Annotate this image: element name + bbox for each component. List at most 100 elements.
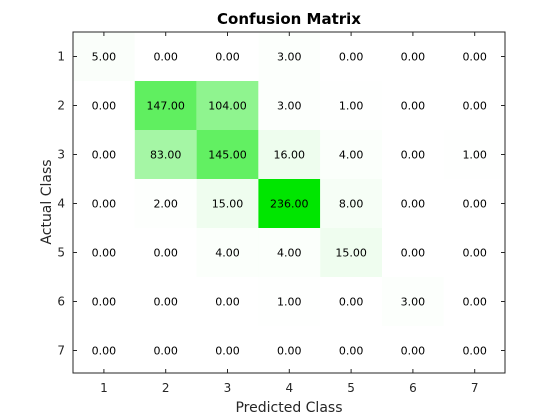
heatmap-cell-r5-c2 <box>134 228 197 277</box>
heatmap-cell-r7-c4 <box>258 326 321 375</box>
x-tick-label-5: 5 <box>347 381 355 395</box>
cell-value-r3-c4: 16.00 <box>274 149 306 162</box>
cell-value-r6-c6: 3.00 <box>401 296 426 309</box>
heatmap-cell-r4-c5 <box>320 179 382 228</box>
heatmap-cell-r1-c1 <box>73 32 135 81</box>
cell-value-r4-c4: 236.00 <box>270 198 309 211</box>
x-tick-label-7: 7 <box>471 381 479 395</box>
cell-value-r2-c3: 104.00 <box>208 100 247 113</box>
cell-value-r4-c1: 0.00 <box>92 198 117 211</box>
cell-value-r5-c5: 15.00 <box>335 247 367 260</box>
cell-value-r4-c2: 2.00 <box>153 198 178 211</box>
heatmap-cell-r2-c6 <box>382 81 444 130</box>
heatmap-cell-r5-c3 <box>196 228 259 277</box>
cell-value-r7-c5: 0.00 <box>339 345 364 358</box>
x-tick-label-1: 1 <box>100 381 108 395</box>
heatmap-cell-r7-c6 <box>382 326 444 375</box>
cell-value-r1-c3: 0.00 <box>215 51 240 64</box>
cell-value-r4-c3: 15.00 <box>212 198 244 211</box>
cell-value-r7-c2: 0.00 <box>153 345 178 358</box>
cell-value-r6-c2: 0.00 <box>153 296 178 309</box>
heatmap-cell-r3-c6 <box>382 130 444 179</box>
cell-value-r1-c2: 0.00 <box>153 51 178 64</box>
y-tick-label-5: 5 <box>57 246 65 260</box>
y-axis-label: Actual Class <box>39 159 55 244</box>
heatmap-cell-r1-c6 <box>382 32 444 81</box>
cell-value-r2-c6: 0.00 <box>401 100 426 113</box>
heatmap-cell-r5-c1 <box>73 228 135 277</box>
heatmap-cell-r6-c2 <box>134 277 197 326</box>
cell-value-r1-c7: 0.00 <box>462 51 487 64</box>
y-tick-label-7: 7 <box>57 344 65 358</box>
cell-value-r5-c4: 4.00 <box>277 247 302 260</box>
heatmap-cell-r2-c7 <box>443 81 506 130</box>
cell-value-r3-c5: 4.00 <box>339 149 364 162</box>
heatmap-cell-r6-c6 <box>382 277 444 326</box>
cell-value-r6-c3: 0.00 <box>215 296 240 309</box>
cell-value-r1-c5: 0.00 <box>339 51 364 64</box>
heatmap-cell-r6-c4 <box>258 277 321 326</box>
heatmap-cell-r7-c1 <box>73 326 135 375</box>
heatmap-cell-r2-c1 <box>73 81 135 130</box>
heatmap-cell-r7-c7 <box>443 326 506 375</box>
cell-value-r7-c6: 0.00 <box>401 345 426 358</box>
cell-value-r3-c6: 0.00 <box>401 149 426 162</box>
heatmap-cell-r4-c1 <box>73 179 135 228</box>
cell-value-r3-c3: 145.00 <box>208 149 247 162</box>
heatmap-cell-r7-c3 <box>196 326 259 375</box>
cell-value-r7-c7: 0.00 <box>462 345 487 358</box>
x-axis-ticks: 1 2 3 4 5 6 7 <box>100 32 479 395</box>
cell-value-r5-c1: 0.00 <box>92 247 117 260</box>
heatmap-cell-r4-c4 <box>258 179 321 228</box>
x-tick-label-2: 2 <box>162 381 170 395</box>
heatmap-cell-r6-c1 <box>73 277 135 326</box>
chart-title: Confusion Matrix <box>217 10 361 28</box>
heatmap-cell-r3-c7 <box>443 130 506 179</box>
cell-value-r1-c4: 3.00 <box>277 51 302 64</box>
heatmap-cell-r4-c2 <box>134 179 197 228</box>
cell-value-labels: 5.00 0.00 0.00 3.00 0.00 0.00 0.00 0.00 147.00 10… <box>92 51 487 358</box>
heatmap-cell-r3-c1 <box>73 130 135 179</box>
heatmap-cell-r5-c5 <box>320 228 382 277</box>
y-tick-label-3: 3 <box>57 148 65 162</box>
y-tick-label-6: 6 <box>57 295 65 309</box>
cell-value-r3-c7: 1.00 <box>462 149 487 162</box>
y-tick-label-2: 2 <box>57 99 65 113</box>
cell-value-r2-c7: 0.00 <box>462 100 487 113</box>
x-tick-label-3: 3 <box>224 381 232 395</box>
heatmap-cell-r3-c4 <box>258 130 321 179</box>
cell-value-r6-c4: 1.00 <box>277 296 302 309</box>
cell-value-r6-c5: 0.00 <box>339 296 364 309</box>
cell-value-r2-c1: 0.00 <box>92 100 117 113</box>
heatmap-cell-r1-c5 <box>320 32 382 81</box>
heatmap-cell-r3-c5 <box>320 130 382 179</box>
y-tick-label-1: 1 <box>57 50 65 64</box>
heatmap-cell-r2-c4 <box>258 81 321 130</box>
heatmap-cell-r7-c2 <box>134 326 197 375</box>
heatmap-cell-r1-c3 <box>196 32 259 81</box>
heatmap-cell-r4-c7 <box>443 179 506 228</box>
y-tick-label-4: 4 <box>57 197 65 211</box>
heatmap-cell-r2-c5 <box>320 81 382 130</box>
heatmap-cell-r4-c3 <box>196 179 259 228</box>
heatmap-cell-r6-c5 <box>320 277 382 326</box>
heatmap-cell-r1-c2 <box>134 32 197 81</box>
cell-value-r7-c4: 0.00 <box>277 345 302 358</box>
cell-value-r7-c1: 0.00 <box>92 345 117 358</box>
cell-value-r5-c7: 0.00 <box>462 247 487 260</box>
heatmap-cell-r1-c4 <box>258 32 321 81</box>
heatmap-cell-r1-c7 <box>443 32 506 81</box>
cell-value-r4-c6: 0.00 <box>401 198 426 211</box>
heatmap-cell-r5-c4 <box>258 228 321 277</box>
cell-value-r1-c6: 0.00 <box>401 51 426 64</box>
heatmap-cell-r2-c2 <box>134 81 197 130</box>
cell-value-r5-c3: 4.00 <box>215 247 240 260</box>
cell-value-r4-c5: 8.00 <box>339 198 364 211</box>
cell-value-r5-c6: 0.00 <box>401 247 426 260</box>
cell-value-r5-c2: 0.00 <box>153 247 178 260</box>
heatmap-cell-r6-c7 <box>443 277 506 326</box>
cell-value-r2-c2: 147.00 <box>146 100 185 113</box>
cell-value-r4-c7: 0.00 <box>462 198 487 211</box>
cell-value-r6-c7: 0.00 <box>462 296 487 309</box>
